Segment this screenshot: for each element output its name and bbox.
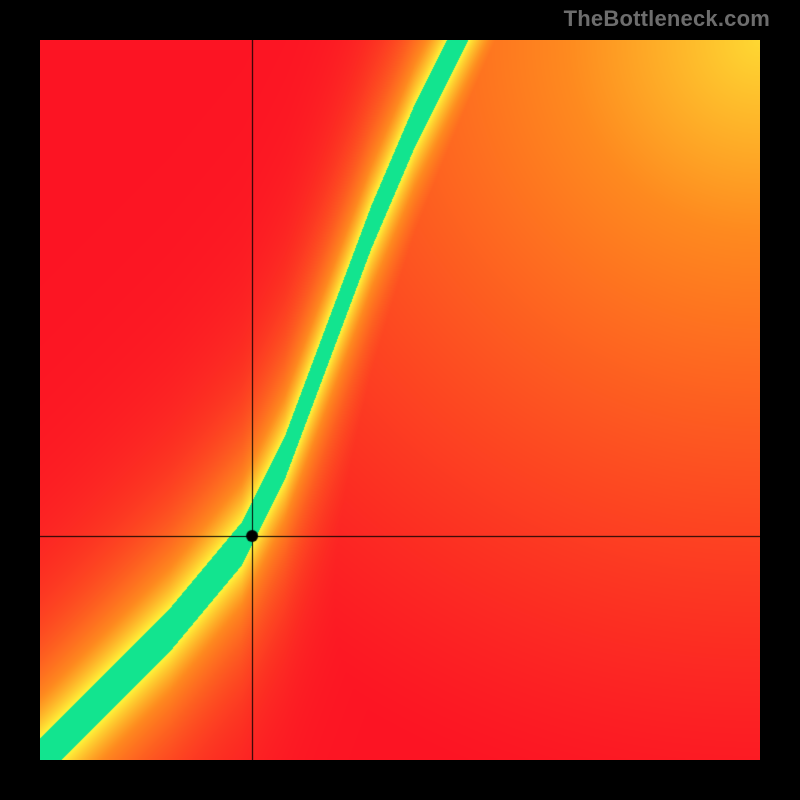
watermark-text: TheBottleneck.com bbox=[564, 6, 770, 32]
